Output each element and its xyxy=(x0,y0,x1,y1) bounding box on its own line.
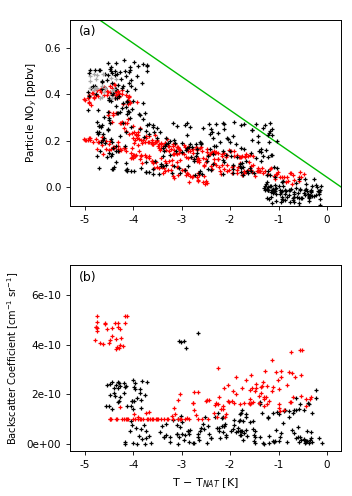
Y-axis label: Particle NO$_y$ [ppbv]: Particle NO$_y$ [ppbv] xyxy=(25,62,39,164)
X-axis label: T − T$_{NAT}$ [K]: T − T$_{NAT}$ [K] xyxy=(172,476,239,490)
Y-axis label: Backscatter Coefficient [cm$^{-1}$ sr$^{-1}$]: Backscatter Coefficient [cm$^{-1}$ sr$^{… xyxy=(6,272,21,445)
Text: (b): (b) xyxy=(78,271,96,284)
Text: (a): (a) xyxy=(78,25,96,38)
